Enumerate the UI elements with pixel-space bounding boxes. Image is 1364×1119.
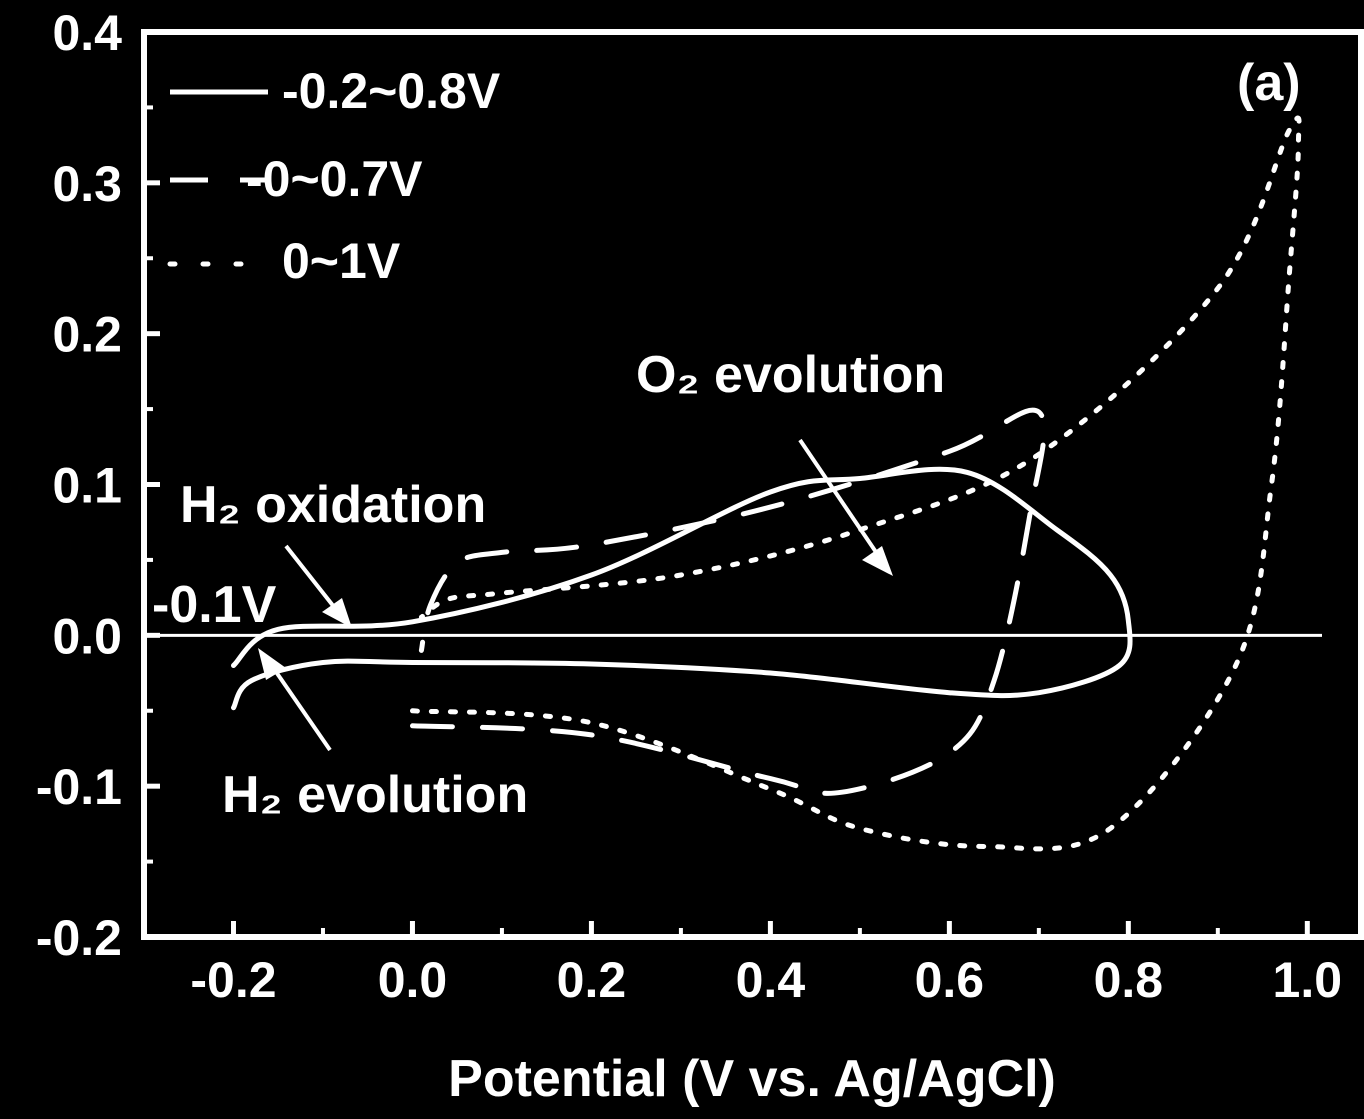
- o2-arrow-head: [862, 546, 893, 576]
- x-tick-label: -0.2: [190, 952, 276, 1008]
- h2-evolution-label: H₂ evolution: [222, 766, 528, 824]
- y-tick-label: -0.1: [36, 759, 122, 815]
- h2-oxidation-label: H₂ oxidation: [180, 476, 486, 534]
- y-tick-label: 0.3: [52, 156, 122, 212]
- legend-label-series-3: 0~1V: [282, 233, 401, 289]
- h2-oxidation-arrow-head: [322, 598, 352, 628]
- y-tick-label: 0.0: [52, 608, 122, 664]
- h2-evolution-arrow-head: [258, 648, 286, 680]
- x-tick-label: 0.8: [1094, 952, 1164, 1008]
- series-line-2: [410, 407, 1047, 796]
- plot-frame: [141, 29, 1364, 940]
- y-tick-label: 0.1: [52, 458, 122, 514]
- x-axis-title: Potential (V vs. Ag/AgCl): [448, 1050, 1056, 1108]
- legend: -0.2~0.8V -0~0.7V 0~1V: [167, 63, 501, 289]
- annotations: O₂ evolution H₂ oxidation H₂ evolution -…: [152, 346, 945, 824]
- minus-0-1v-label: -0.1V: [152, 576, 277, 634]
- panel-label: (a): [1237, 54, 1301, 112]
- ticks-group: -0.2 0.0 0.2 0.4 0.6 0.8 1.0 -0.2 -0.1 0.0 0.1 0.2 0…: [36, 5, 1342, 1008]
- y-tick-label: 0.2: [52, 307, 122, 363]
- o2-evolution-label: O₂ evolution: [636, 346, 945, 404]
- x-tick-label: 1.0: [1273, 952, 1343, 1008]
- x-tick-label: 0.0: [378, 952, 448, 1008]
- y-tick-label: -0.2: [36, 910, 122, 966]
- legend-label-series-1: -0.2~0.8V: [282, 63, 501, 119]
- x-tick-label: 0.4: [736, 952, 806, 1008]
- y-tick-label: 0.4: [52, 5, 122, 61]
- series-line-1: [231, 466, 1133, 711]
- legend-label-series-2: -0~0.7V: [246, 151, 423, 207]
- o2-arrow-line: [798, 438, 882, 560]
- x-tick-label: 0.6: [915, 952, 985, 1008]
- h2-evolution-arrow-line: [270, 664, 332, 752]
- h2-oxidation-arrow-line: [284, 544, 340, 614]
- series-group: [231, 115, 1302, 852]
- x-tick-label: 0.2: [557, 952, 627, 1008]
- series-line-3: [410, 115, 1302, 852]
